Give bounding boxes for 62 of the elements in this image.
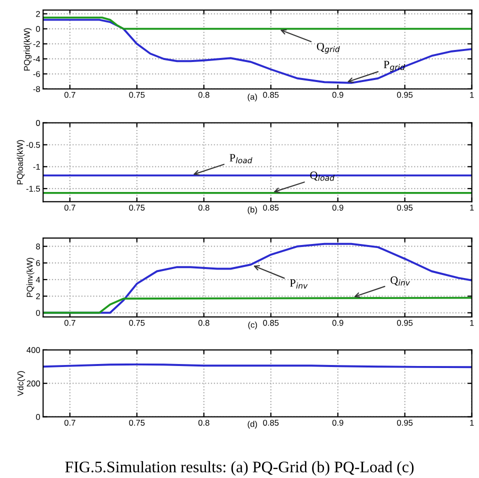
annotation: P$_{inv}$ [290, 279, 308, 288]
x-tick-label: 0.85 [263, 92, 279, 98]
x-tick-label: 0.7 [64, 92, 76, 98]
x-tick-label: 0.8 [198, 204, 210, 211]
x-tick-label: 0.75 [129, 92, 145, 98]
y-tick-label: 4 [36, 276, 40, 283]
x-tick-label: 0.8 [198, 92, 210, 98]
y-axis-title: PQgrid(kW) [24, 28, 32, 71]
annotation: Q$_{inv}$ [390, 276, 410, 286]
x-tick-label: 1 [470, 204, 474, 211]
y-tick-label: -6 [33, 71, 40, 77]
line-series [43, 18, 472, 84]
x-tick-label: 0.95 [397, 420, 413, 426]
line-series [43, 16, 472, 30]
annotation: P$_{load}$ [230, 154, 252, 164]
y-tick-label: -2 [33, 41, 40, 47]
x-tick-label: 0.9 [332, 204, 344, 211]
caption: FIG.5.Simulation results: (a) PQ-Grid (b) PQ-Load (c) [65, 461, 414, 476]
x-tick-label: 0.75 [129, 204, 145, 211]
y-axis-title: PQload(kW) [16, 140, 25, 184]
annotation: Q$_{grid}$ [316, 42, 340, 54]
y-tick-label: -1.5 [26, 186, 40, 192]
y-tick-label: 0 [36, 26, 40, 32]
y-tick-label: 2 [36, 293, 40, 300]
y-tick-label: -1 [33, 164, 40, 170]
x-tick-label: 0.7 [64, 204, 76, 211]
y-tick-label: 6 [36, 260, 40, 266]
y-tick-label: 8 [36, 244, 40, 250]
x-tick-label: 0.7 [64, 320, 76, 326]
line-series [43, 296, 472, 314]
text: (c) [248, 322, 257, 330]
y-tick-label: -4 [33, 56, 40, 62]
text: (a) [248, 94, 257, 102]
text: (d) [248, 420, 257, 429]
y-tick-label: 0 [36, 414, 40, 420]
x-tick-label: 0.9 [332, 420, 344, 426]
y-tick-label: -0.5 [26, 142, 40, 148]
y-tick-label: 2 [36, 10, 40, 17]
x-tick-label: 0.7 [64, 420, 76, 426]
x-tick-label: 1 [470, 420, 474, 426]
x-tick-label: 0.9 [332, 320, 344, 326]
x-tick-label: 1 [470, 320, 474, 326]
x-tick-label: 0.75 [129, 320, 145, 326]
y-tick-label: 0 [36, 120, 40, 126]
y-tick-label: -8 [33, 86, 40, 92]
y-axis-title: PQinv(kW) [26, 258, 34, 297]
x-tick-label: 0.75 [129, 420, 145, 426]
x-tick-label: 1 [470, 92, 474, 98]
y-tick-label: 400 [26, 347, 40, 353]
x-tick-label: 0.85 [263, 420, 279, 426]
x-tick-label: 0.95 [397, 92, 413, 98]
x-tick-label: 0.95 [397, 320, 413, 326]
y-tick-label: 0 [36, 310, 40, 316]
x-tick-label: 0.85 [263, 204, 279, 211]
x-tick-label: 0.8 [198, 420, 210, 426]
text: (b) [248, 206, 257, 214]
x-tick-label: 0.85 [263, 320, 279, 326]
x-tick-label: 0.8 [198, 320, 210, 326]
y-tick-label: 200 [26, 380, 40, 386]
x-tick-label: 0.95 [397, 204, 413, 211]
y-axis-title: Vdc(V) [17, 371, 26, 396]
x-tick-label: 0.9 [332, 92, 344, 98]
